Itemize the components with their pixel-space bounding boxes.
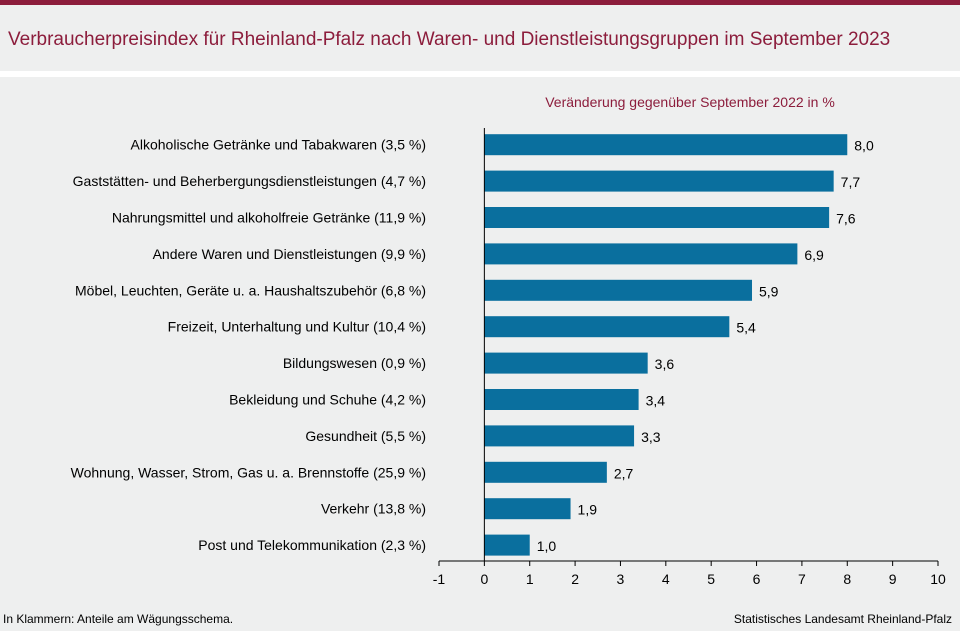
value-label: 1,9 [578,502,598,518]
x-tick-label: -1 [433,571,446,587]
x-tick-label: 2 [571,571,579,587]
x-tick-label: 4 [662,571,670,587]
bar [484,352,648,374]
bar [484,243,798,265]
value-label: 5,4 [736,320,756,336]
bar [484,170,834,192]
bar [484,316,730,338]
category-label: Bekleidung und Schuhe (4,2 %) [229,392,426,408]
footnote: In Klammern: Anteile am Wägungsschema. [3,612,234,626]
value-label: 3,6 [655,356,675,372]
category-label: Post und Telekommunikation (2,3 %) [198,537,426,553]
value-label: 2,7 [614,465,634,481]
x-tick-label: 6 [753,571,761,587]
x-tick-label: 7 [798,571,806,587]
bar [484,498,571,520]
category-label: Bildungswesen (0,9 %) [283,355,426,371]
value-label: 8,0 [854,138,874,154]
category-label: Gaststätten- und Beherbergungsdienstleis… [73,173,426,189]
category-label: Andere Waren und Dienstleistungen (9,9 %… [153,246,426,262]
top-accent-bar [0,0,960,5]
bar [484,389,639,410]
source-note: Statistisches Landesamt Rheinland-Pfalz [733,612,952,626]
chart-subtitle: Veränderung gegenüber September 2022 in … [545,94,835,110]
category-label: Freizeit, Unterhaltung und Kultur (10,4 … [168,319,426,335]
category-label: Alkoholische Getränke und Tabakwaren (3,… [131,137,426,153]
bar [484,207,830,228]
value-label: 3,3 [641,429,661,445]
header-separator [0,71,960,77]
bar [484,279,753,301]
value-label: 7,7 [841,174,861,190]
category-label: Möbel, Leuchten, Geräte u. a. Haushaltsz… [75,282,426,298]
bar [484,534,530,556]
x-tick-label: 3 [617,571,625,587]
bar [484,134,848,156]
x-tick-label: 8 [843,571,851,587]
value-label: 6,9 [804,247,824,263]
value-label: 3,4 [646,393,666,409]
category-label: Wohnung, Wasser, Strom, Gas u. a. Brenns… [71,464,426,480]
bar [484,461,607,483]
x-tick-label: 1 [526,571,534,587]
category-label: Nahrungsmittel und alkoholfreie Getränke… [112,210,426,226]
category-label: Gesundheit (5,5 %) [305,428,426,444]
value-label: 5,9 [759,283,779,299]
header: Verbraucherpreisindex für Rheinland-Pfal… [0,5,960,71]
category-label: Verkehr (13,8 %) [321,501,426,517]
x-tick-label: 5 [707,571,715,587]
bar [484,425,635,447]
value-label: 1,0 [537,538,557,554]
x-tick-label: 9 [889,571,897,587]
x-tick-label: 10 [930,571,946,587]
chart-title: Verbraucherpreisindex für Rheinland-Pfal… [8,29,891,50]
x-tick-label: 0 [480,571,488,587]
value-label: 7,6 [836,211,856,227]
